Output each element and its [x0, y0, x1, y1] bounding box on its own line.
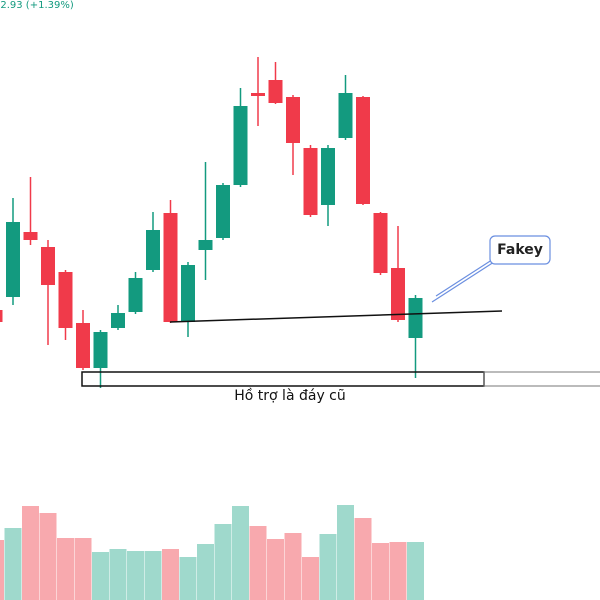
candle-body [0, 310, 3, 322]
support-zone [81, 371, 485, 387]
volume-bar [144, 551, 162, 600]
candle-body [181, 265, 195, 322]
volume-bar [197, 544, 214, 600]
candle-body [6, 222, 20, 297]
volume-bar [4, 528, 22, 600]
candle-body [321, 148, 335, 205]
candle-body [76, 323, 90, 368]
volume-bar [109, 549, 127, 600]
volume-bar [179, 557, 197, 600]
volume-bar [284, 533, 302, 600]
support-line [169, 310, 503, 323]
support-label: Hồ trợ là đáy cũ [234, 387, 346, 404]
candle-body [251, 93, 265, 96]
volume-bar [214, 524, 232, 600]
annotation-arrow [431, 261, 495, 303]
candle-body [58, 272, 73, 328]
volume-bar [92, 552, 109, 600]
candle-body [373, 213, 388, 273]
volume-bar [249, 526, 267, 600]
volume-bar [267, 539, 284, 600]
candle-body [23, 232, 38, 240]
annotation-box [489, 235, 551, 265]
volume-bar [337, 505, 354, 600]
candle-body [356, 97, 370, 204]
candle-body [93, 332, 108, 368]
volume-bar [127, 551, 144, 600]
candle-body [163, 213, 178, 322]
candle-body [198, 240, 213, 250]
candle-body [338, 93, 353, 138]
candle-body [111, 313, 125, 328]
volume-bar [354, 518, 372, 600]
volume-bar [39, 513, 57, 600]
candle-body [408, 298, 423, 338]
volume-bar [389, 542, 407, 600]
candle-body [268, 80, 283, 103]
volume-bar [372, 543, 389, 600]
volume-bar [74, 538, 92, 600]
volume-bar [407, 542, 424, 600]
candle-body [303, 148, 318, 215]
volume-bar [57, 538, 74, 600]
candle-body [216, 185, 230, 238]
annotation-arrow [435, 255, 499, 297]
candle-body [391, 268, 405, 320]
volume-bar [0, 540, 4, 600]
volume-bar [302, 557, 319, 600]
volume-bar [162, 549, 179, 600]
candle-body [233, 106, 248, 185]
volume-bar [232, 506, 249, 600]
candle-body [128, 278, 143, 312]
support-zone-extension [483, 371, 600, 387]
candle-body [286, 97, 300, 143]
annotation-label: Fakey [497, 242, 543, 258]
candle-body [146, 230, 160, 270]
volume-bar [319, 534, 337, 600]
candle-body [41, 247, 55, 285]
price-label: 22.93 (+1.39%) [0, 0, 74, 11]
volume-bar [22, 506, 39, 600]
